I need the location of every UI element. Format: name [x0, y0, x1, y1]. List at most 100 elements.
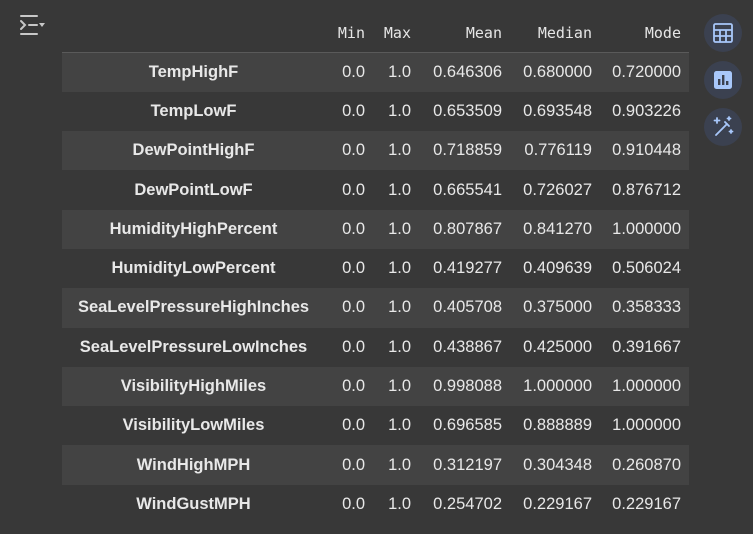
cell-mean: 0.312197 [433, 455, 502, 474]
cell-mode: 0.876712 [612, 180, 681, 199]
cell-max: 1.0 [388, 180, 411, 199]
cell-max: 1.0 [388, 337, 411, 356]
cell-min: 0.0 [342, 259, 365, 278]
cell-median: 1.000000 [523, 377, 592, 396]
table-body: TempHighF 0.0 1.0 0.646306 0.680000 0.720000 T… [62, 52, 689, 525]
table-row: DewPointHighF 0.0 1.0 0.718859 0.776119 0.910… [62, 131, 689, 171]
cell-median: 0.409639 [523, 259, 592, 278]
row-name: HumidityLowPercent [111, 259, 276, 278]
cell-median: 0.375000 [523, 298, 592, 317]
cell-max: 1.0 [388, 62, 411, 81]
chart-suggest-icon [714, 71, 732, 89]
header-index [62, 14, 325, 53]
table-view-button[interactable] [704, 14, 742, 52]
table-header-row: Min Max Mean Median Mode [62, 14, 689, 53]
cell-mode: 0.506024 [612, 259, 681, 278]
row-name: WindHighMPH [136, 455, 251, 474]
row-name: WindGustMPH [136, 494, 251, 513]
cell-median: 0.693548 [523, 101, 592, 120]
cell-mode: 0.260870 [612, 455, 681, 474]
cell-min: 0.0 [342, 101, 365, 120]
cell-max: 1.0 [388, 455, 411, 474]
row-name: TempLowF [150, 101, 237, 120]
cell-mean: 0.438867 [433, 337, 502, 356]
magic-edit-button[interactable] [704, 108, 742, 146]
table-row: DewPointLowF 0.0 1.0 0.665541 0.726027 0.8767… [62, 170, 689, 210]
table-row: HumidityHighPercent 0.0 1.0 0.807867 0.84127… [62, 209, 689, 249]
cell-min: 0.0 [342, 377, 365, 396]
cell-max: 1.0 [388, 377, 411, 396]
cell-min: 0.0 [342, 180, 365, 199]
cell-mean: 0.405708 [433, 298, 502, 317]
cell-max: 1.0 [388, 141, 411, 160]
header-mode: Mode [600, 14, 689, 53]
cell-min: 0.0 [342, 416, 365, 435]
table-row: SeaLevelPressureHighInches 0.0 1.0 0.405708… [62, 288, 689, 328]
cell-min: 0.0 [342, 337, 365, 356]
cell-min: 0.0 [342, 494, 365, 513]
cell-min: 0.0 [342, 62, 365, 81]
cell-min: 0.0 [342, 141, 365, 160]
cell-mean: 0.807867 [433, 219, 502, 238]
table-row: VisibilityLowMiles 0.0 1.0 0.696585 0.888889… [62, 406, 689, 446]
table-row: TempLowF 0.0 1.0 0.653509 0.693548 0.903226 [62, 91, 689, 132]
suggest-chart-button[interactable] [704, 61, 742, 99]
table-view-icon [713, 23, 733, 43]
output-menu-icon[interactable] [18, 12, 48, 38]
cell-median: 0.304348 [523, 455, 592, 474]
table-row: WindGustMPH 0.0 1.0 0.254702 0.229167 0.22916… [62, 484, 689, 525]
cell-mean: 0.665541 [433, 180, 502, 199]
cell-median: 0.726027 [523, 180, 592, 199]
table-row: SeaLevelPressureLowInches 0.0 1.0 0.438867 0… [62, 327, 689, 367]
cell-mode: 0.910448 [612, 141, 681, 160]
cell-mode: 1.000000 [612, 416, 681, 435]
row-name: HumidityHighPercent [109, 219, 278, 238]
row-name: DewPointLowF [134, 180, 253, 199]
row-name: DewPointHighF [132, 141, 255, 160]
stats-table-container: Min Max Mean Median Mode TempHighF 0.0 1.0… [62, 14, 689, 525]
header-max: Max [373, 14, 419, 53]
row-name: VisibilityLowMiles [122, 416, 265, 435]
cell-max: 1.0 [388, 494, 411, 513]
cell-median: 0.776119 [524, 141, 592, 160]
table-row: HumidityLowPercent 0.0 1.0 0.419277 0.409639… [62, 248, 689, 289]
cell-min: 0.0 [342, 219, 365, 238]
cell-max: 1.0 [388, 259, 411, 278]
output-toolbar [704, 14, 742, 155]
header-median: Median [510, 14, 600, 53]
cell-mean: 0.419277 [433, 259, 502, 278]
cell-mean: 0.653509 [433, 101, 502, 120]
row-name: SeaLevelPressureHighInches [77, 298, 310, 317]
row-name: TempHighF [148, 62, 239, 81]
cell-mean: 0.254702 [433, 494, 502, 513]
cell-min: 0.0 [342, 298, 365, 317]
cell-mode: 0.720000 [612, 62, 681, 81]
row-name: SeaLevelPressureLowInches [79, 337, 308, 356]
table-row: VisibilityHighMiles 0.0 1.0 0.998088 1.00000… [62, 366, 689, 407]
cell-max: 1.0 [388, 101, 411, 120]
header-mean: Mean [419, 14, 510, 53]
cell-mode: 0.903226 [612, 101, 681, 120]
cell-median: 0.841270 [523, 219, 592, 238]
cell-median: 0.229167 [523, 494, 592, 513]
cell-mean: 0.998088 [433, 377, 502, 396]
cell-mode: 0.358333 [612, 298, 681, 317]
cell-mode: 0.229167 [612, 494, 681, 513]
header-min: Min [325, 14, 373, 53]
magic-edit-icon [713, 116, 734, 136]
table-row: TempHighF 0.0 1.0 0.646306 0.680000 0.720000 [62, 52, 689, 92]
cell-mode: 1.000000 [612, 219, 681, 238]
output-gutter [0, 0, 60, 534]
cell-median: 0.680000 [523, 62, 592, 81]
table-row: WindHighMPH 0.0 1.0 0.312197 0.304348 0.26087… [62, 445, 689, 485]
cell-min: 0.0 [342, 455, 365, 474]
cell-mean: 0.718859 [433, 141, 502, 160]
cell-max: 1.0 [388, 416, 411, 435]
stats-table: Min Max Mean Median Mode TempHighF 0.0 1.0… [62, 14, 689, 525]
cell-median: 0.888889 [523, 416, 592, 435]
cell-mode: 0.391667 [612, 337, 681, 356]
cell-mean: 0.646306 [433, 62, 502, 81]
cell-mode: 1.000000 [612, 377, 681, 396]
cell-max: 1.0 [388, 219, 411, 238]
